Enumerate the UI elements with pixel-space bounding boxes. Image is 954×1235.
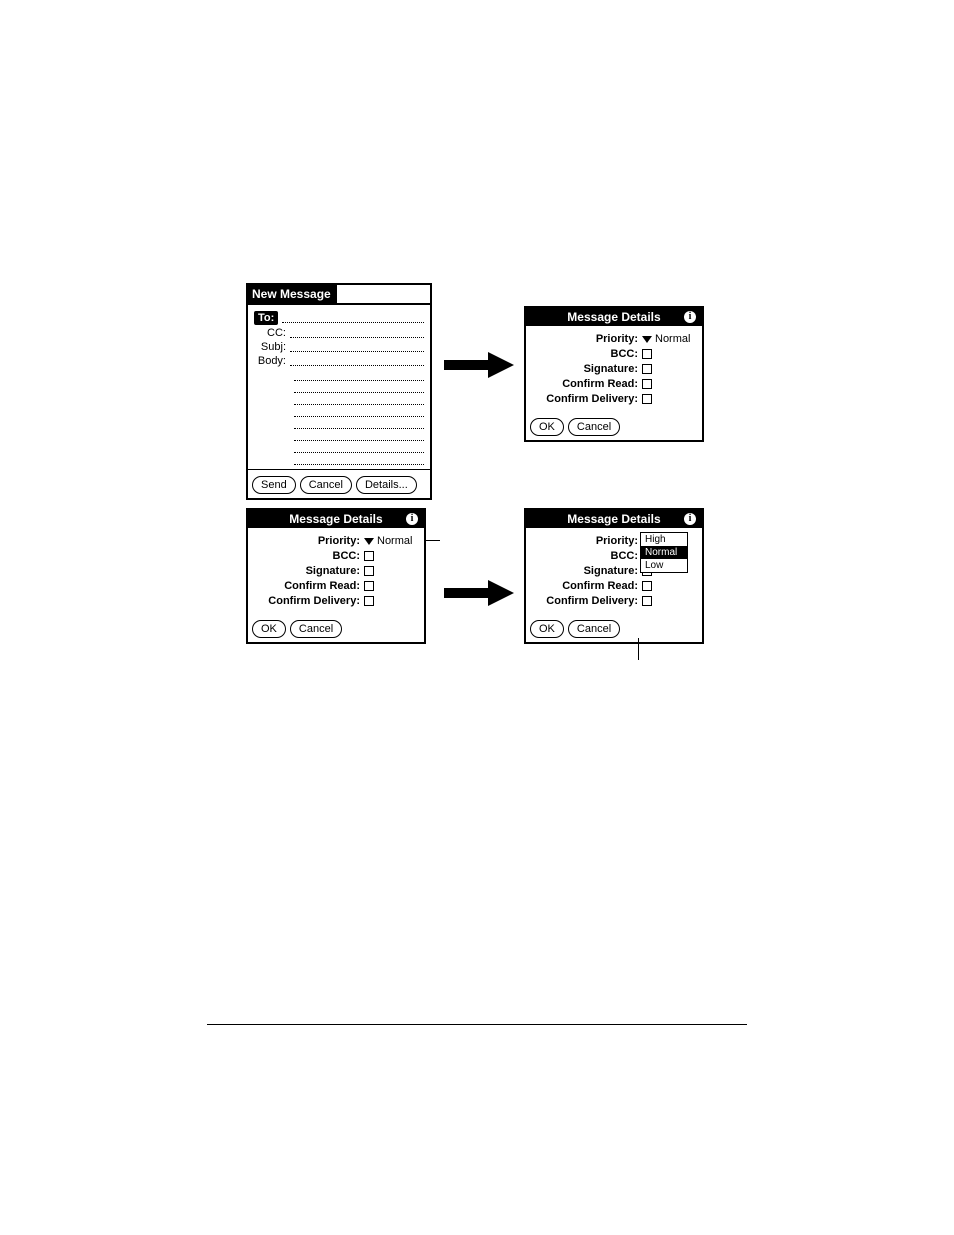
body-line[interactable] <box>294 381 424 393</box>
confirm-read-label: Confirm Read: <box>532 378 642 390</box>
confirm-delivery-checkbox[interactable] <box>642 394 652 404</box>
confirm-read-label-2: Confirm Read: <box>254 580 364 592</box>
cancel-button[interactable]: Cancel <box>300 476 352 494</box>
priority-label: Priority: <box>532 333 642 345</box>
body-line[interactable] <box>294 417 424 429</box>
bcc-checkbox-2[interactable] <box>364 551 374 561</box>
priority-value-2[interactable]: Normal <box>377 535 412 547</box>
details2-titlebar: Message Details i <box>248 510 424 528</box>
message-details-window-3: Message Details i Priority: HighNormalLo… <box>524 508 704 644</box>
cancel-button-2[interactable]: Cancel <box>568 418 620 436</box>
new-message-titlebar: New Message <box>248 285 430 305</box>
body-line[interactable] <box>294 393 424 405</box>
message-details-window-1: Message Details i Priority: Normal BCC: … <box>524 306 704 442</box>
subj-label: Subj: <box>254 341 290 353</box>
details2-title: Message Details <box>289 512 382 526</box>
cc-input[interactable] <box>290 328 424 338</box>
signature-label-2: Signature: <box>254 565 364 577</box>
body-line[interactable] <box>294 429 424 441</box>
confirm-read-checkbox[interactable] <box>642 379 652 389</box>
body-label: Body: <box>254 355 290 367</box>
cancel-button-4[interactable]: Cancel <box>568 620 620 638</box>
bcc-checkbox[interactable] <box>642 349 652 359</box>
details-button[interactable]: Details... <box>356 476 417 494</box>
details3-titlebar: Message Details i <box>526 510 702 528</box>
bcc-label: BCC: <box>532 348 642 360</box>
to-label: To: <box>254 311 278 325</box>
body-input[interactable] <box>290 356 424 366</box>
priority-option[interactable]: High <box>641 533 687 546</box>
confirm-delivery-checkbox-3[interactable] <box>642 596 652 606</box>
details1-title: Message Details <box>567 310 660 324</box>
priority-option[interactable]: Low <box>641 559 687 572</box>
signature-checkbox[interactable] <box>642 364 652 374</box>
info-icon-2[interactable]: i <box>406 513 418 525</box>
confirm-delivery-label-2: Confirm Delivery: <box>254 595 364 607</box>
new-message-window: New Message To: CC: Subj: Body: Send <box>246 283 432 500</box>
confirm-read-label-3: Confirm Read: <box>532 580 642 592</box>
arrow-icon <box>444 352 514 378</box>
body-line[interactable] <box>294 405 424 417</box>
body-line[interactable] <box>294 441 424 453</box>
send-button[interactable]: Send <box>252 476 296 494</box>
ok-button[interactable]: OK <box>530 418 564 436</box>
confirm-delivery-checkbox-2[interactable] <box>364 596 374 606</box>
signature-checkbox-2[interactable] <box>364 566 374 576</box>
new-message-title: New Message <box>248 285 337 303</box>
info-icon-3[interactable]: i <box>684 513 696 525</box>
details1-titlebar: Message Details i <box>526 308 702 326</box>
bcc-label-2: BCC: <box>254 550 364 562</box>
footer-divider <box>207 1024 747 1025</box>
confirm-delivery-label-3: Confirm Delivery: <box>532 595 642 607</box>
confirm-read-checkbox-3[interactable] <box>642 581 652 591</box>
dropdown-icon-2[interactable] <box>364 538 374 545</box>
signature-label-3: Signature: <box>532 565 642 577</box>
dropdown-icon[interactable] <box>642 336 652 343</box>
details3-title: Message Details <box>567 512 660 526</box>
confirm-read-checkbox-2[interactable] <box>364 581 374 591</box>
arrow-icon-2 <box>444 580 514 606</box>
cancel-button-3[interactable]: Cancel <box>290 620 342 638</box>
ok-button-3[interactable]: OK <box>530 620 564 638</box>
bcc-label-3: BCC: <box>532 550 642 562</box>
priority-option[interactable]: Normal <box>641 546 687 559</box>
cc-label: CC: <box>254 327 290 339</box>
signature-label: Signature: <box>532 363 642 375</box>
priority-label-2: Priority: <box>254 535 364 547</box>
message-details-window-2: Message Details i Priority: Normal BCC: … <box>246 508 426 644</box>
priority-label-3: Priority: <box>532 535 642 547</box>
ok-button-2[interactable]: OK <box>252 620 286 638</box>
callout-line-1 <box>426 540 440 541</box>
to-input[interactable] <box>282 313 424 323</box>
body-line[interactable] <box>294 369 424 381</box>
subj-input[interactable] <box>290 342 424 352</box>
body-line[interactable] <box>294 453 424 465</box>
priority-dropdown-open[interactable]: HighNormalLow <box>640 532 688 573</box>
priority-value[interactable]: Normal <box>655 333 690 345</box>
confirm-delivery-label: Confirm Delivery: <box>532 393 642 405</box>
callout-line-2 <box>638 638 639 660</box>
info-icon[interactable]: i <box>684 311 696 323</box>
